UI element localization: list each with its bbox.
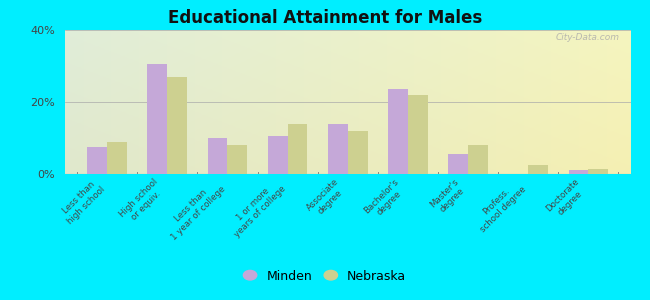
Text: 1 or more
years of college: 1 or more years of college	[226, 177, 287, 239]
Text: Bachelor's
degree: Bachelor's degree	[362, 177, 408, 223]
Bar	[207, 138, 227, 174]
Bar	[448, 154, 468, 174]
Legend: Minden, Nebraska: Minden, Nebraska	[239, 265, 411, 288]
Text: Associate
degree: Associate degree	[305, 177, 348, 220]
Bar	[148, 64, 167, 174]
Bar	[268, 136, 287, 174]
Text: Less than
high school: Less than high school	[58, 177, 107, 226]
Bar	[468, 145, 488, 174]
Text: City-Data.com: City-Data.com	[555, 33, 619, 42]
Bar	[348, 131, 368, 174]
Text: Master's
degree: Master's degree	[428, 177, 468, 217]
Bar	[287, 124, 307, 174]
Text: High school
or equiv.: High school or equiv.	[118, 177, 167, 226]
Bar	[588, 169, 608, 174]
Bar	[87, 147, 107, 174]
Text: Educational Attainment for Males: Educational Attainment for Males	[168, 9, 482, 27]
Bar	[528, 165, 548, 174]
Bar	[167, 77, 187, 174]
Bar	[388, 89, 408, 174]
Bar	[569, 170, 588, 174]
Text: Doctorate
degree: Doctorate degree	[545, 177, 588, 221]
Bar	[328, 124, 348, 174]
Bar	[227, 145, 247, 174]
Bar	[107, 142, 127, 174]
Text: Profess.
school degree: Profess. school degree	[471, 177, 528, 234]
Text: Less than
1 year of college: Less than 1 year of college	[162, 177, 228, 242]
Bar	[408, 95, 428, 174]
